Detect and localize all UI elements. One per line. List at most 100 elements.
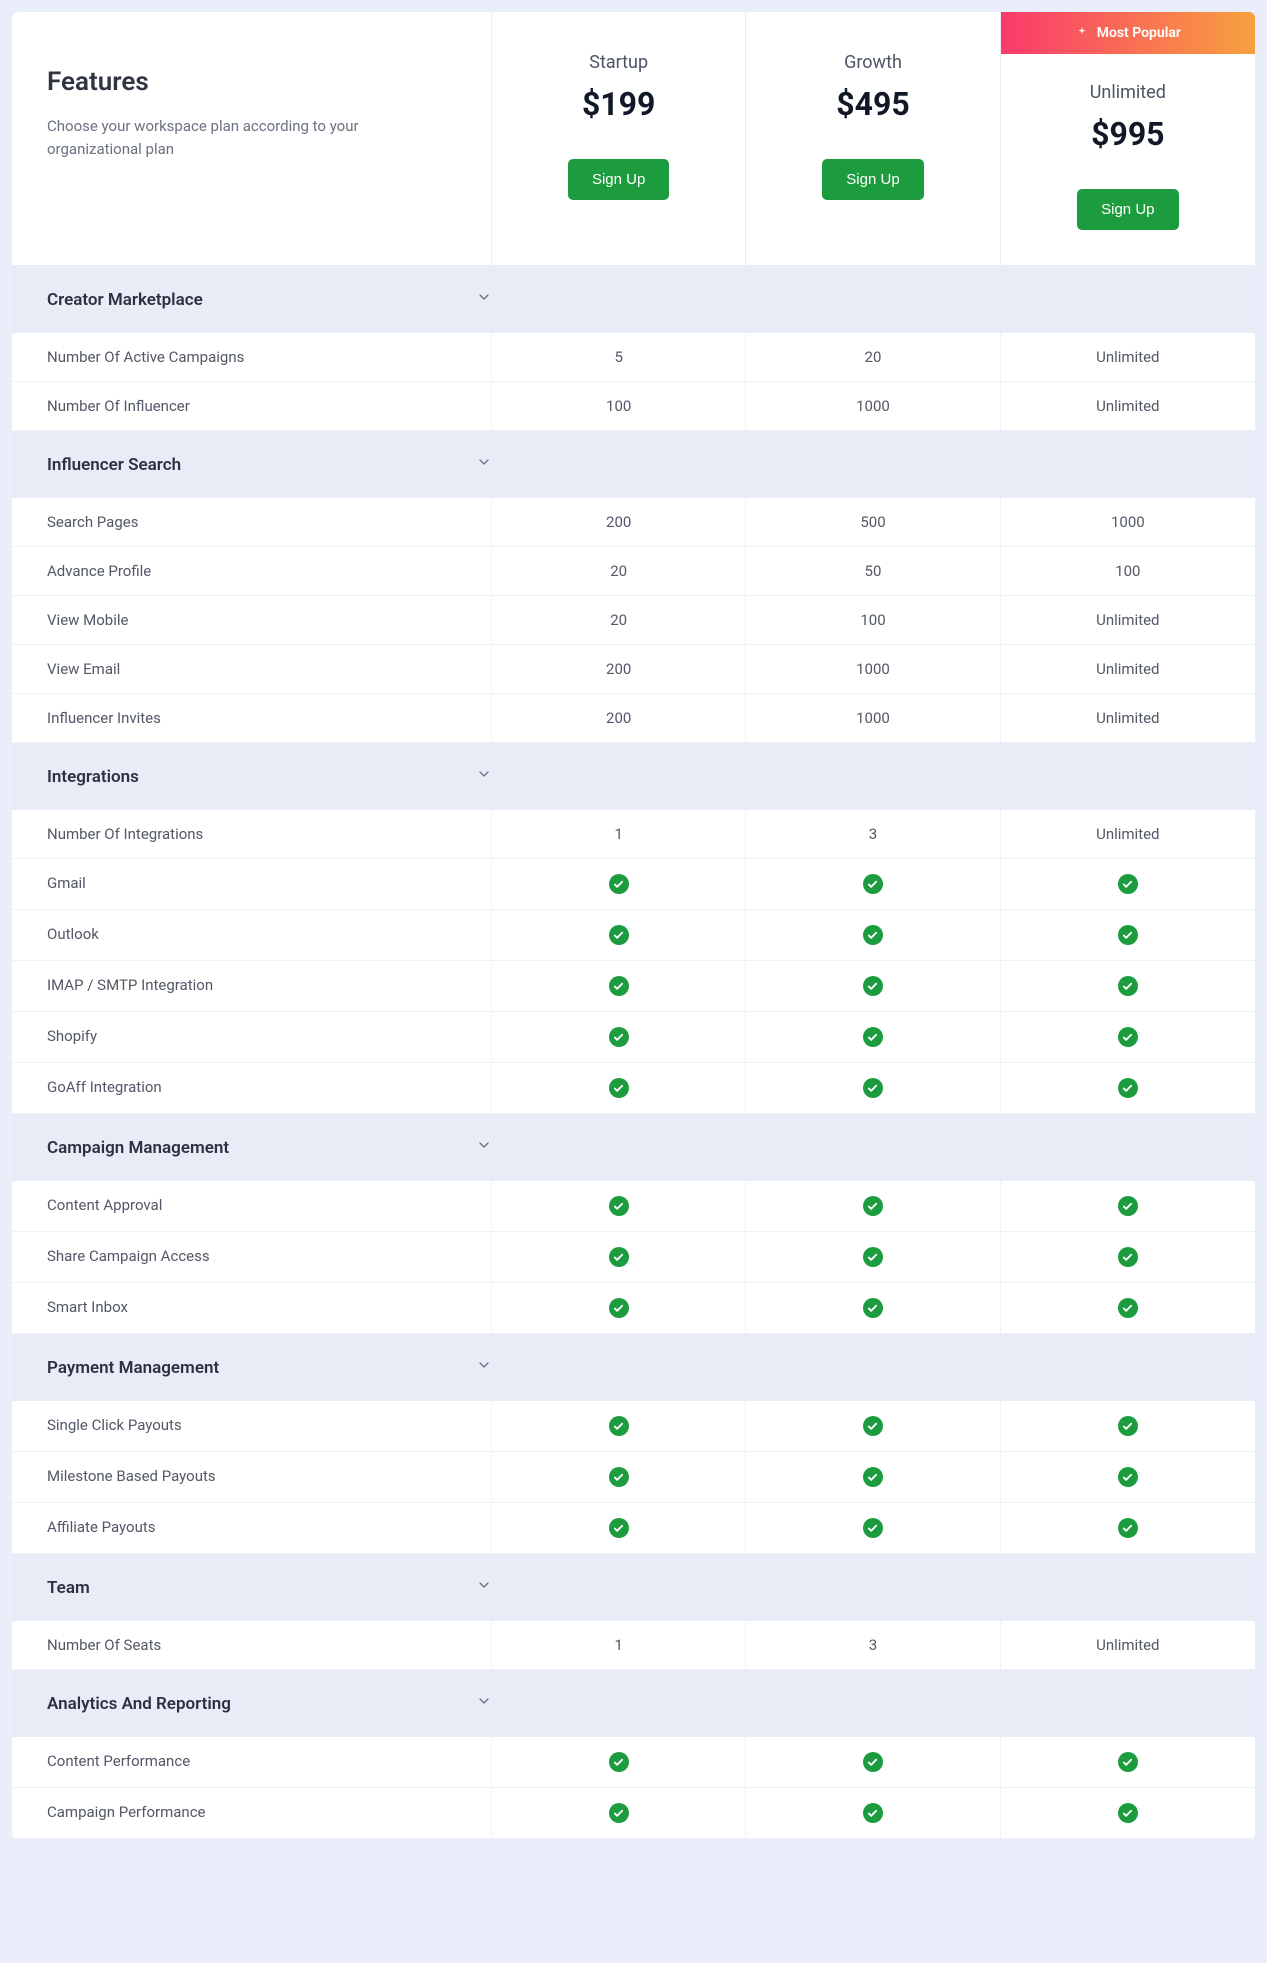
feature-label: Search Pages [12, 498, 492, 546]
plan-price: $995 [1021, 115, 1235, 153]
chevron-down-icon [476, 1693, 492, 1714]
feature-label: Campaign Performance [12, 1788, 492, 1838]
feature-label: Content Approval [12, 1181, 492, 1231]
feature-label: Number Of Integrations [12, 810, 492, 858]
check-icon [609, 1518, 629, 1538]
check-icon [609, 874, 629, 894]
chevron-down-icon [476, 289, 492, 310]
check-icon [863, 1027, 883, 1047]
check-icon [863, 1078, 883, 1098]
feature-row: Search Pages2005001000 [12, 498, 1255, 547]
check-icon [1118, 925, 1138, 945]
feature-row: Outlook [12, 910, 1255, 961]
feature-value: Unlimited [1001, 596, 1255, 644]
section-header[interactable]: Creator Marketplace [12, 266, 1255, 333]
pricing-table: Features Choose your workspace plan acco… [12, 12, 1255, 1839]
section-title: Influencer Search [47, 455, 181, 475]
feature-value [1001, 1181, 1255, 1231]
feature-value [746, 1283, 1000, 1333]
chevron-down-icon [476, 1357, 492, 1378]
feature-value: 200 [492, 498, 746, 546]
feature-value [492, 1452, 746, 1502]
check-icon [1118, 1247, 1138, 1267]
check-icon [1118, 1416, 1138, 1436]
feature-row: Campaign Performance [12, 1788, 1255, 1839]
feature-row: Influencer Invites2001000Unlimited [12, 694, 1255, 743]
feature-value [746, 961, 1000, 1011]
feature-value [1001, 1283, 1255, 1333]
check-icon [1118, 1078, 1138, 1098]
plan-growth: Growth$495Sign Up [746, 12, 1000, 265]
feature-value: 3 [746, 1621, 1000, 1669]
section-header[interactable]: Campaign Management [12, 1114, 1255, 1181]
popular-badge: Most Popular [1001, 12, 1255, 54]
feature-label: Milestone Based Payouts [12, 1452, 492, 1502]
feature-row: View Mobile20100Unlimited [12, 596, 1255, 645]
feature-value [746, 1503, 1000, 1553]
check-icon [863, 1752, 883, 1772]
feature-label: Smart Inbox [12, 1283, 492, 1333]
feature-value: 20 [746, 333, 1000, 381]
feature-row: Content Performance [12, 1737, 1255, 1788]
feature-value [492, 1401, 746, 1451]
check-icon [1118, 1298, 1138, 1318]
feature-label: Shopify [12, 1012, 492, 1062]
feature-value [1001, 961, 1255, 1011]
check-icon [863, 874, 883, 894]
feature-value [746, 1737, 1000, 1787]
feature-row: Gmail [12, 859, 1255, 910]
section-header[interactable]: Influencer Search [12, 431, 1255, 498]
section-header[interactable]: Analytics And Reporting [12, 1670, 1255, 1737]
feature-row: Smart Inbox [12, 1283, 1255, 1334]
section-header[interactable]: Payment Management [12, 1334, 1255, 1401]
feature-value [492, 961, 746, 1011]
feature-value [1001, 1737, 1255, 1787]
feature-value [1001, 1788, 1255, 1838]
plan-name: Startup [512, 52, 725, 73]
feature-label: Advance Profile [12, 547, 492, 595]
feature-value: 1000 [1001, 498, 1255, 546]
feature-row: Share Campaign Access [12, 1232, 1255, 1283]
feature-value: 3 [746, 810, 1000, 858]
feature-row: Number Of Seats13Unlimited [12, 1621, 1255, 1670]
plan-price: $495 [766, 85, 979, 123]
feature-row: Advance Profile2050100 [12, 547, 1255, 596]
check-icon [609, 1416, 629, 1436]
check-icon [609, 1298, 629, 1318]
signup-button[interactable]: Sign Up [1077, 189, 1178, 230]
plan-startup: Startup$199Sign Up [492, 12, 746, 265]
feature-label: Number Of Influencer [12, 382, 492, 430]
signup-button[interactable]: Sign Up [568, 159, 669, 200]
feature-value [746, 1452, 1000, 1502]
feature-value [1001, 1063, 1255, 1113]
section-header[interactable]: Integrations [12, 743, 1255, 810]
feature-value: Unlimited [1001, 1621, 1255, 1669]
section-title: Creator Marketplace [47, 290, 203, 310]
feature-value: Unlimited [1001, 645, 1255, 693]
feature-value [492, 1232, 746, 1282]
check-icon [1118, 1467, 1138, 1487]
feature-value [746, 1063, 1000, 1113]
feature-value: 200 [492, 645, 746, 693]
feature-label: Gmail [12, 859, 492, 909]
check-icon [1118, 1752, 1138, 1772]
signup-button[interactable]: Sign Up [822, 159, 923, 200]
feature-label: Share Campaign Access [12, 1232, 492, 1282]
feature-value [746, 1181, 1000, 1231]
chevron-down-icon [476, 766, 492, 787]
check-icon [609, 1803, 629, 1823]
feature-value: Unlimited [1001, 810, 1255, 858]
check-icon [609, 1027, 629, 1047]
feature-row: Affiliate Payouts [12, 1503, 1255, 1554]
feature-value [1001, 859, 1255, 909]
feature-row: View Email2001000Unlimited [12, 645, 1255, 694]
feature-label: Influencer Invites [12, 694, 492, 742]
feature-value: 1000 [746, 645, 1000, 693]
section-title: Campaign Management [47, 1138, 229, 1158]
section-header[interactable]: Team [12, 1554, 1255, 1621]
check-icon [863, 925, 883, 945]
section-title: Analytics And Reporting [47, 1694, 231, 1714]
feature-value [492, 1012, 746, 1062]
check-icon [609, 976, 629, 996]
feature-row: Single Click Payouts [12, 1401, 1255, 1452]
